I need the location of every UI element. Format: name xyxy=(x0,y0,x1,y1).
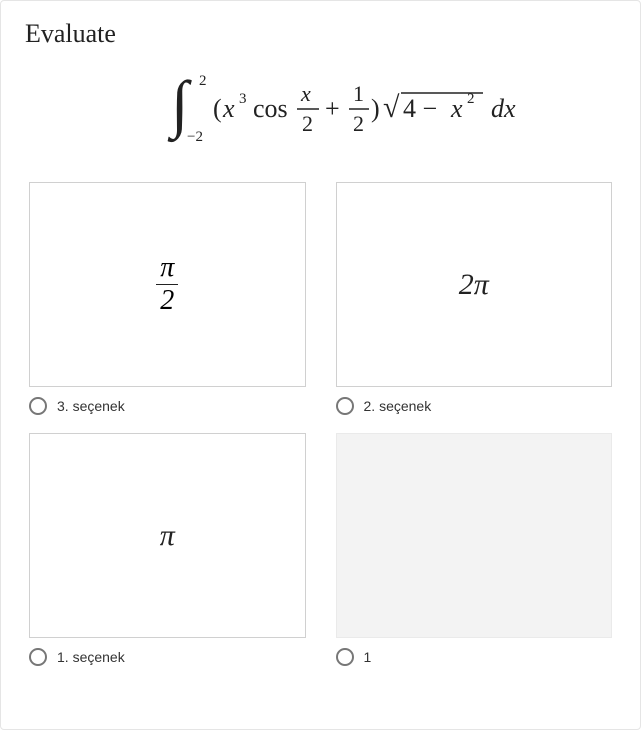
option-d-label: 1 xyxy=(364,649,372,665)
svg-text:dx: dx xyxy=(491,94,516,123)
option-b: 2π 2. seçenek xyxy=(336,182,613,415)
option-a: π 2 3. seçenek xyxy=(29,182,306,415)
svg-text:2: 2 xyxy=(353,111,364,136)
question-formula: ∫ 2 −2 ( x 3 cos x 2 + 1 2 ) √ 4 − xyxy=(25,69,616,152)
option-a-label: 3. seçenek xyxy=(57,398,125,414)
option-a-radio-row[interactable]: 3. seçenek xyxy=(29,397,306,415)
svg-text:3: 3 xyxy=(239,91,247,107)
lower-bound: −2 xyxy=(187,129,203,145)
svg-text:x: x xyxy=(300,81,311,106)
option-d: 1 xyxy=(336,433,613,666)
option-c: π 1. seçenek xyxy=(29,433,306,666)
svg-text:1: 1 xyxy=(353,81,364,106)
svg-text:cos: cos xyxy=(253,94,288,123)
option-c-answer: π xyxy=(160,519,175,553)
svg-text:2: 2 xyxy=(467,91,475,107)
option-c-box: π xyxy=(29,433,306,638)
option-b-label: 2. seçenek xyxy=(364,398,432,414)
option-b-answer: 2π xyxy=(459,268,489,302)
integral-formula-svg: ∫ 2 −2 ( x 3 cos x 2 + 1 2 ) √ 4 − xyxy=(161,69,531,147)
svg-text:x: x xyxy=(222,94,235,123)
option-c-radio[interactable] xyxy=(29,648,47,666)
option-d-radio[interactable] xyxy=(336,648,354,666)
upper-bound: 2 xyxy=(199,73,207,89)
option-b-radio-row[interactable]: 2. seçenek xyxy=(336,397,613,415)
svg-text:x: x xyxy=(450,94,463,123)
option-d-box xyxy=(336,433,613,638)
option-d-radio-row[interactable]: 1 xyxy=(336,648,613,666)
svg-text:4 −: 4 − xyxy=(403,94,437,123)
option-c-label: 1. seçenek xyxy=(57,649,125,665)
svg-text:2: 2 xyxy=(302,111,313,136)
svg-text:): ) xyxy=(371,94,380,123)
svg-text:√: √ xyxy=(383,91,400,124)
option-a-answer: π 2 xyxy=(156,254,178,315)
option-b-radio[interactable] xyxy=(336,397,354,415)
answer-options-grid: π 2 3. seçenek 2π 2. seçenek π 1. seçene… xyxy=(25,182,616,666)
question-prompt: Evaluate xyxy=(25,19,616,49)
svg-text:+: + xyxy=(325,94,340,123)
option-a-radio[interactable] xyxy=(29,397,47,415)
option-b-box: 2π xyxy=(336,182,613,387)
option-c-radio-row[interactable]: 1. seçenek xyxy=(29,648,306,666)
svg-text:(: ( xyxy=(213,94,222,123)
option-a-box: π 2 xyxy=(29,182,306,387)
